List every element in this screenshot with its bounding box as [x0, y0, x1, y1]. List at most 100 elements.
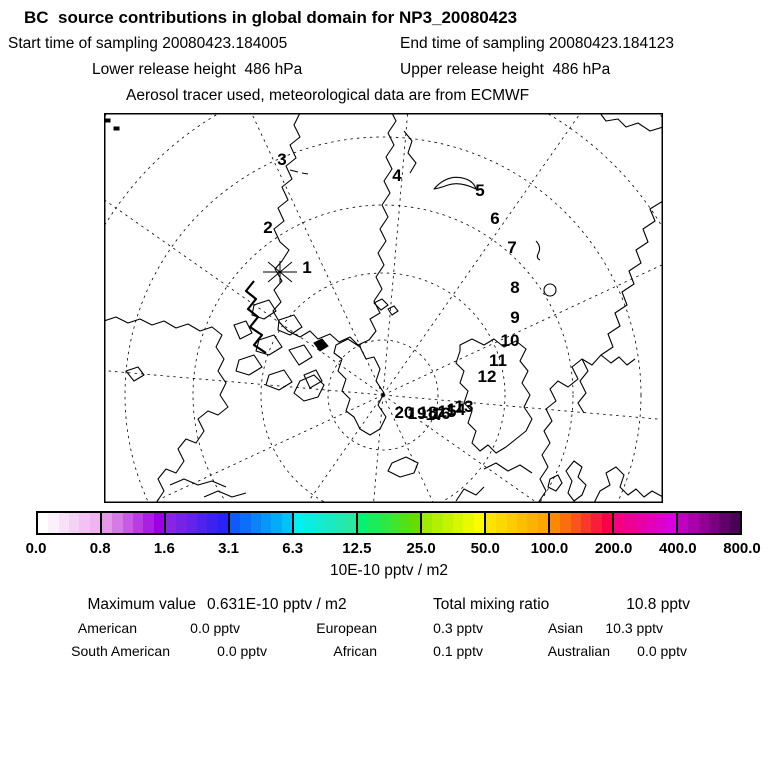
american-value: 0.0 pptv — [190, 620, 240, 636]
colorbar-cell — [186, 513, 197, 533]
colorbar-cell — [432, 513, 443, 533]
vaygach-hook — [535, 240, 541, 261]
great-lakes — [169, 478, 247, 498]
colorbar-segment-9 — [612, 513, 676, 533]
colorbar-segment-6 — [420, 513, 484, 533]
colorbar-cell — [473, 513, 484, 533]
trajectory-label-20: 20 — [395, 403, 414, 422]
coast-greenland — [333, 338, 387, 436]
colorbar-cell — [294, 513, 305, 533]
colorbar-cell — [678, 513, 689, 533]
australian-label: Australian — [547, 643, 610, 659]
colorbar-cell — [230, 513, 241, 533]
colorbar-tick: 25.0 — [406, 540, 436, 557]
colorbar — [36, 511, 742, 535]
tracer-source-text: Aerosol tracer used, meteorological data… — [126, 87, 530, 104]
colorbar-cell — [624, 513, 635, 533]
trajectory-label-12: 12 — [478, 367, 497, 386]
svalbard-islands — [373, 298, 399, 316]
colorbar-cell — [388, 513, 400, 533]
coast-scandinavia — [455, 338, 533, 454]
colorbar-cell — [688, 513, 699, 533]
canadian-archipelago — [233, 299, 329, 402]
colorbar-cell — [665, 513, 676, 533]
american-label: American — [77, 620, 137, 636]
colorbar-cell — [442, 513, 453, 533]
colorbar-cell — [537, 513, 548, 533]
coast-north-america — [104, 316, 229, 503]
south-american-label: South American — [71, 643, 170, 659]
total-mixing-ratio-label: Total mixing ratio — [433, 596, 550, 613]
islet-dashes — [289, 169, 309, 175]
colorbar-cell — [496, 513, 507, 533]
start-time-text: Start time of sampling 20080423.184005 — [8, 35, 288, 52]
asian-label: Asian — [547, 620, 583, 636]
colorbar-cell — [314, 513, 325, 533]
kolguyev-island — [543, 283, 557, 297]
colorbar-cell — [560, 513, 571, 533]
trajectory-label-11: 11 — [489, 351, 507, 370]
european-label: European — [316, 620, 377, 636]
colorbar-tick: 1.6 — [153, 540, 175, 557]
colorbar-segment-4 — [292, 513, 356, 533]
colorbar-cell — [634, 513, 645, 533]
colorbar-cell — [207, 513, 218, 533]
figure-title: BC source contributions in global domain… — [24, 8, 518, 27]
trajectory-label-9: 9 — [510, 308, 519, 327]
australian-value: 0.0 pptv — [637, 643, 687, 659]
colorbar-cell — [260, 513, 272, 533]
trajectory-label-1: 1 — [302, 258, 311, 277]
colorbar-cell — [102, 513, 113, 533]
trajectory-label-6: 6 — [490, 209, 499, 228]
trajectory-label-7: 7 — [507, 238, 516, 257]
islet-speck — [105, 118, 111, 123]
iceland — [387, 456, 419, 478]
coast-european-russia — [537, 200, 663, 503]
colorbar-cell — [719, 513, 730, 533]
colorbar-cell — [217, 513, 228, 533]
colorbar-cell — [166, 513, 177, 533]
colorbar-segment-3 — [228, 513, 292, 533]
maximum-value-label: Maximum value — [87, 596, 196, 613]
colorbar-cell — [281, 513, 292, 533]
trajectory-label-19: 19 — [408, 404, 427, 423]
colorbar-cell — [79, 513, 90, 533]
colorbar-tick: 0.8 — [89, 540, 111, 557]
colorbar-cell — [240, 513, 251, 533]
colorbar-cell — [527, 513, 538, 533]
colorbar-segment-0 — [38, 513, 100, 533]
release-point-asterisk — [263, 261, 297, 283]
severnaya-zemlya-islands — [403, 130, 417, 174]
colorbar-cell — [271, 513, 282, 533]
colorbar-segment-5 — [356, 513, 420, 533]
colorbar-cell — [335, 513, 346, 533]
colorbar-cell — [516, 513, 528, 533]
ireland — [547, 474, 563, 492]
colorbar-cell — [486, 513, 497, 533]
lower-release-text: Lower release height 486 hPa — [92, 61, 303, 78]
trajectory-label-3: 3 — [277, 150, 286, 169]
african-value: 0.1 pptv — [433, 643, 483, 659]
kanin-coast — [600, 354, 636, 366]
map-frame — [104, 113, 663, 503]
colorbar-cell — [655, 513, 666, 533]
colorbar-tick: 800.0 — [723, 540, 761, 557]
colorbar-cell — [132, 513, 144, 533]
colorbar-cell — [89, 513, 100, 533]
upper-release-text: Upper release height 486 hPa — [400, 61, 611, 78]
coast-siberia-ridge — [244, 280, 267, 354]
colorbar-cell — [644, 513, 656, 533]
colorbar-cell — [143, 513, 154, 533]
colorbar-cell — [196, 513, 208, 533]
colorbar-cell — [68, 513, 80, 533]
end-time-text: End time of sampling 20080423.184123 — [400, 35, 675, 52]
britain — [565, 460, 587, 502]
european-value: 0.3 pptv — [433, 620, 483, 636]
colorbar-cell — [368, 513, 379, 533]
colorbar-cell — [58, 513, 69, 533]
colorbar-tick: 100.0 — [530, 540, 569, 557]
total-mixing-ratio-value: 10.8 pptv — [626, 596, 690, 613]
colorbar-cell — [358, 513, 369, 533]
